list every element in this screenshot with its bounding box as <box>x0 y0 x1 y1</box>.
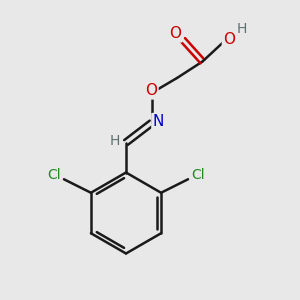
Text: O: O <box>146 83 158 98</box>
Text: H: H <box>237 22 247 36</box>
Text: O: O <box>223 32 235 46</box>
Text: Cl: Cl <box>47 168 61 182</box>
Text: Cl: Cl <box>191 168 205 182</box>
Text: N: N <box>152 114 164 129</box>
Text: O: O <box>169 26 181 41</box>
Text: H: H <box>110 134 120 148</box>
